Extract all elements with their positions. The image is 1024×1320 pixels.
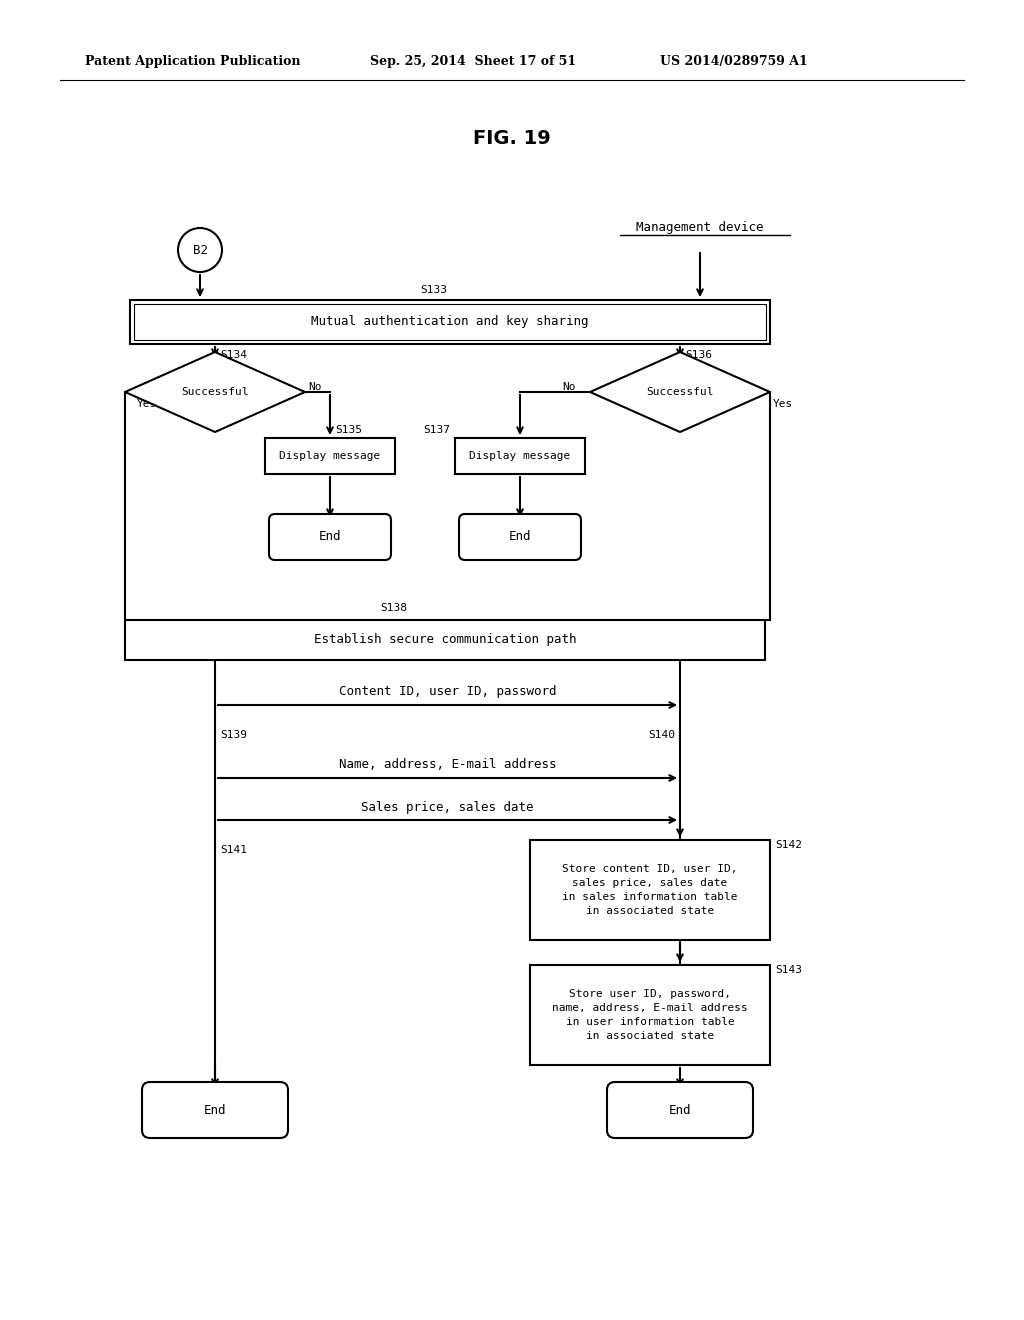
Text: S138: S138 xyxy=(380,603,407,612)
Text: Name, address, E-mail address: Name, address, E-mail address xyxy=(339,758,556,771)
Text: Successful: Successful xyxy=(646,387,714,397)
FancyBboxPatch shape xyxy=(142,1082,288,1138)
Text: No: No xyxy=(562,381,575,392)
Text: Sales price, sales date: Sales price, sales date xyxy=(361,801,534,814)
Text: S133: S133 xyxy=(420,285,447,294)
Text: Patent Application Publication: Patent Application Publication xyxy=(85,55,300,69)
Text: End: End xyxy=(509,531,531,544)
Text: No: No xyxy=(308,381,322,392)
Text: B2: B2 xyxy=(193,243,208,256)
FancyBboxPatch shape xyxy=(269,513,391,560)
Text: S139: S139 xyxy=(220,730,247,741)
Text: US 2014/0289759 A1: US 2014/0289759 A1 xyxy=(660,55,808,69)
Text: Display message: Display message xyxy=(280,451,381,461)
Text: Mutual authentication and key sharing: Mutual authentication and key sharing xyxy=(311,315,589,329)
Polygon shape xyxy=(125,352,305,432)
Circle shape xyxy=(178,228,222,272)
FancyBboxPatch shape xyxy=(459,513,581,560)
Text: Establish secure communication path: Establish secure communication path xyxy=(313,634,577,647)
Text: End: End xyxy=(669,1104,691,1117)
Text: End: End xyxy=(318,531,341,544)
Text: S136: S136 xyxy=(685,350,712,360)
Text: Store user ID, password,
name, address, E-mail address
in user information table: Store user ID, password, name, address, … xyxy=(552,989,748,1041)
Text: S141: S141 xyxy=(220,845,247,855)
FancyBboxPatch shape xyxy=(530,840,770,940)
FancyBboxPatch shape xyxy=(125,620,765,660)
Text: S134: S134 xyxy=(220,350,247,360)
FancyBboxPatch shape xyxy=(607,1082,753,1138)
Text: Display message: Display message xyxy=(469,451,570,461)
Text: S137: S137 xyxy=(423,425,450,436)
FancyBboxPatch shape xyxy=(455,438,585,474)
Text: Sep. 25, 2014  Sheet 17 of 51: Sep. 25, 2014 Sheet 17 of 51 xyxy=(370,55,577,69)
Text: Yes: Yes xyxy=(773,399,794,409)
Text: Successful: Successful xyxy=(181,387,249,397)
Text: Yes: Yes xyxy=(137,399,158,409)
Polygon shape xyxy=(590,352,770,432)
FancyBboxPatch shape xyxy=(265,438,395,474)
FancyBboxPatch shape xyxy=(130,300,770,345)
Text: Management device: Management device xyxy=(636,222,764,235)
Text: S143: S143 xyxy=(775,965,802,975)
FancyBboxPatch shape xyxy=(134,304,766,341)
FancyBboxPatch shape xyxy=(530,965,770,1065)
Text: Content ID, user ID, password: Content ID, user ID, password xyxy=(339,685,556,697)
Text: S135: S135 xyxy=(335,425,362,436)
Text: S140: S140 xyxy=(648,730,675,741)
Text: End: End xyxy=(204,1104,226,1117)
Text: FIG. 19: FIG. 19 xyxy=(473,128,551,148)
Text: S142: S142 xyxy=(775,840,802,850)
Text: Store content ID, user ID,
sales price, sales date
in sales information table
in: Store content ID, user ID, sales price, … xyxy=(562,865,737,916)
